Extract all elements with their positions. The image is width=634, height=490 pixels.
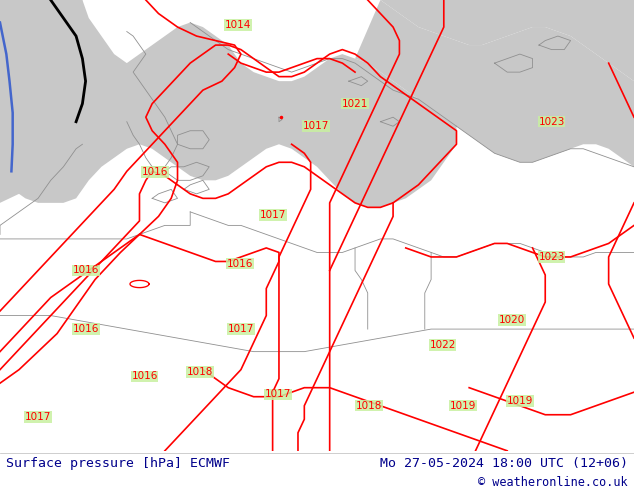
Text: 1019: 1019 [450, 401, 476, 411]
Text: 1020: 1020 [499, 315, 526, 325]
Text: 1017: 1017 [228, 324, 254, 334]
Polygon shape [380, 0, 634, 81]
Polygon shape [342, 0, 634, 167]
Text: Surface pressure [hPa] ECMWF: Surface pressure [hPa] ECMWF [6, 457, 230, 470]
Text: 1014: 1014 [224, 20, 251, 30]
Text: 1016: 1016 [226, 259, 253, 269]
Text: 1017: 1017 [264, 390, 291, 399]
Text: 1016: 1016 [142, 167, 169, 177]
Text: 1021: 1021 [342, 98, 368, 109]
Polygon shape [330, 108, 361, 126]
Text: 1017: 1017 [25, 412, 51, 422]
Text: © weatheronline.co.uk: © weatheronline.co.uk [478, 476, 628, 490]
Text: 1016: 1016 [131, 371, 158, 381]
Text: 1022: 1022 [429, 340, 456, 350]
Text: 1017: 1017 [259, 210, 286, 220]
Text: 1016: 1016 [72, 324, 99, 334]
Text: 1023: 1023 [538, 252, 565, 262]
Text: Mo 27-05-2024 18:00 UTC (12+06): Mo 27-05-2024 18:00 UTC (12+06) [380, 457, 628, 470]
Text: 1017: 1017 [302, 121, 329, 131]
Polygon shape [0, 0, 456, 207]
Text: 1023: 1023 [538, 117, 565, 127]
Polygon shape [355, 149, 387, 167]
Text: 1016: 1016 [72, 266, 99, 275]
Text: 1018: 1018 [356, 401, 382, 411]
Polygon shape [0, 0, 89, 203]
Text: 1018: 1018 [186, 367, 213, 377]
Text: 1019: 1019 [507, 396, 533, 406]
